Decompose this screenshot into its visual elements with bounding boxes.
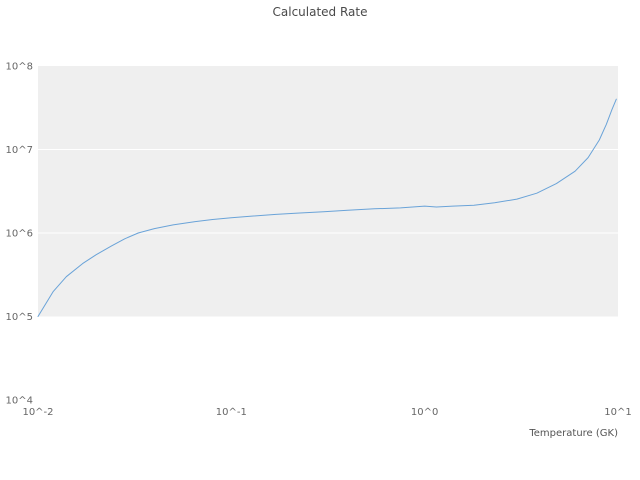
shaded-band bbox=[38, 66, 618, 317]
x-tick-label: 10^-1 bbox=[216, 407, 247, 418]
y-tick-label: 10^6 bbox=[6, 229, 33, 240]
y-tick-label: 10^4 bbox=[6, 396, 33, 407]
x-tick-label: 10^-2 bbox=[22, 407, 53, 418]
x-axis-label: Temperature (GK) bbox=[528, 428, 618, 439]
y-tick-label: 10^8 bbox=[6, 62, 33, 73]
x-tick-label: 10^1 bbox=[604, 407, 631, 418]
rate-line bbox=[37, 98, 617, 317]
y-tick-label: 10^5 bbox=[6, 312, 33, 323]
y-tick-label: 10^7 bbox=[6, 145, 33, 156]
chart-title: Calculated Rate bbox=[273, 5, 368, 19]
x-tick-label: 10^0 bbox=[411, 407, 438, 418]
